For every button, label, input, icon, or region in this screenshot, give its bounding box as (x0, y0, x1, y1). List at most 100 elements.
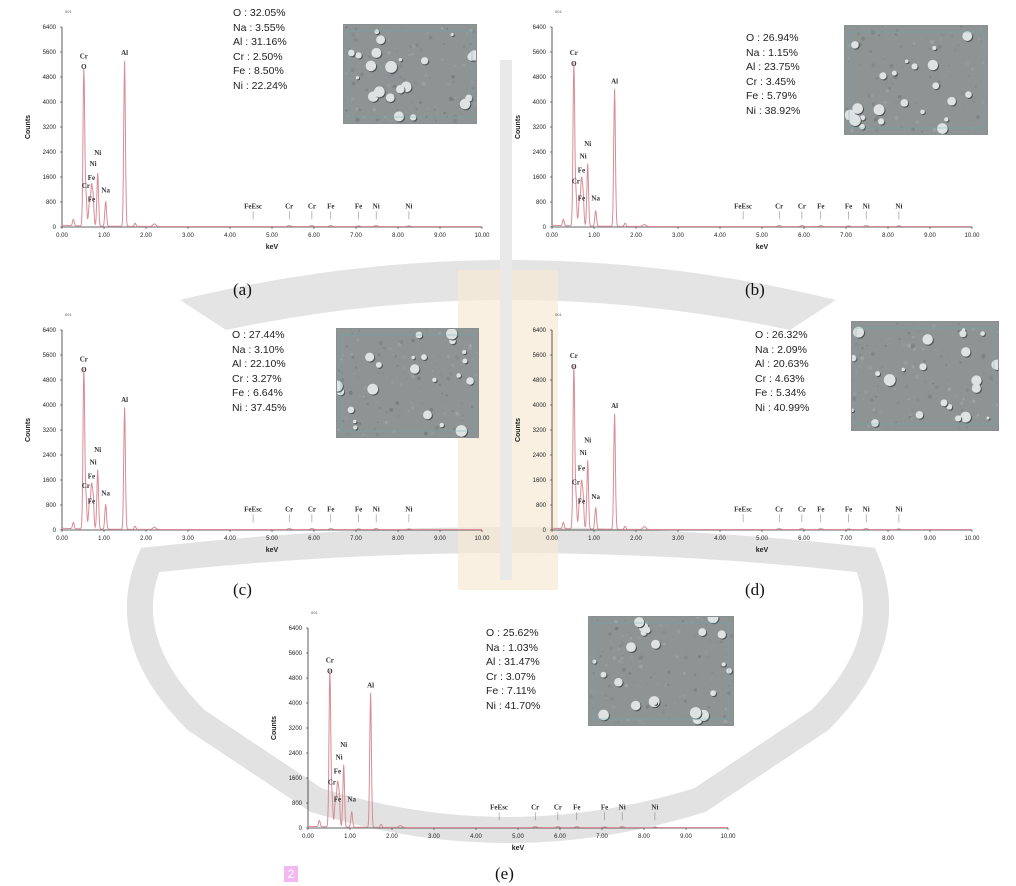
x-tick-label: 4.00 (714, 536, 726, 542)
sem-particle (947, 96, 956, 106)
sem-grain (428, 67, 432, 71)
peak-label: Fe (334, 795, 341, 803)
sem-grain (355, 80, 359, 84)
sem-grain (893, 388, 897, 391)
composition-cr: Cr : 2.50% (233, 50, 283, 63)
sem-grain (402, 355, 407, 359)
sem-grain (645, 704, 650, 709)
y-tick-label: 0 (299, 826, 303, 832)
y-tick-label: 4800 (43, 75, 57, 81)
sem-particle (643, 626, 651, 634)
peak-label: Cr (82, 182, 90, 190)
x-tick-label: 0.00 (546, 536, 558, 542)
sem-grain (902, 371, 907, 376)
sem-grain (682, 671, 686, 675)
sem-grain (377, 353, 381, 357)
sem-grain (410, 405, 415, 411)
sem-grain (421, 86, 423, 88)
sem-grain (920, 87, 923, 90)
sem-grain (444, 427, 447, 430)
sem-grain (885, 105, 888, 108)
sem-grain (697, 635, 700, 638)
sem-grain (896, 338, 899, 341)
x-tick-label: 7.00 (840, 233, 852, 239)
sem-grain (937, 324, 940, 327)
corner-label: 001 (555, 9, 562, 14)
sem-grain (475, 351, 478, 354)
sem-grain (976, 413, 980, 417)
sem-grain (384, 121, 386, 123)
sem-grain (397, 109, 399, 111)
sem-grain (608, 632, 612, 636)
eds-spectrum-chart-a: 001 0 800 1600 2400 3200 4000 4800 5600 6400 0.00 1… (25, 9, 490, 251)
peak-label: Ni (94, 446, 101, 454)
sem-grain (869, 50, 872, 53)
sem-grain (713, 701, 715, 703)
sem-grain (410, 334, 415, 339)
sem-particle (376, 35, 386, 45)
peak-label: O (571, 363, 577, 371)
sem-grain (461, 87, 463, 90)
sem-grain (886, 337, 891, 341)
eds-panel-c: 001 0 800 1600 2400 3200 4000 4800 5600 6400 0.00 1… (20, 308, 505, 570)
sem-grain (447, 62, 450, 66)
composition-list-a: O : 32.05% Na : 3.55% Al : 31.16% Cr : 2… (233, 6, 287, 94)
composition-list-c: O : 27.44% Na : 3.10% Al : 22.10% Cr : 3… (232, 328, 286, 416)
sem-grain (894, 115, 899, 121)
sem-grain (698, 655, 701, 659)
sem-grain (607, 655, 612, 659)
sem-grain (469, 42, 472, 45)
sem-grain (598, 685, 600, 687)
sem-grain (448, 359, 451, 362)
sem-grain (359, 72, 364, 77)
sem-grain (717, 623, 720, 626)
sem-scan-frame (347, 30, 473, 118)
composition-list-e: O : 25.62% Na : 1.03% Al : 31.47% Cr : 3… (486, 626, 540, 714)
sem-grain (591, 618, 596, 623)
sem-grain (852, 396, 857, 401)
sem-particle (466, 377, 474, 385)
peak-label: Fe (578, 497, 585, 505)
sem-grain (956, 65, 959, 68)
sem-grain (979, 398, 982, 401)
sem-grain (945, 378, 950, 383)
sem-grain (377, 117, 381, 121)
sem-grain (921, 345, 924, 348)
sem-grain (601, 650, 605, 653)
page-number-badge: 2 (284, 866, 298, 882)
sem-grain (677, 659, 680, 662)
sem-grain (724, 707, 727, 711)
sem-grain (888, 86, 892, 90)
sem-grain (384, 420, 388, 425)
sem-grain (852, 425, 856, 429)
peak-label: Fe (334, 767, 341, 775)
sem-grain (426, 74, 429, 77)
peak-label: Al (121, 49, 128, 57)
sem-grain (437, 331, 442, 335)
sem-grain (343, 415, 349, 421)
sem-grain (362, 395, 366, 399)
sem-grain (908, 415, 912, 419)
sem-grain (423, 431, 428, 436)
peak-label: Fe (817, 505, 824, 513)
sem-grain (382, 346, 387, 351)
sem-grain (370, 335, 372, 337)
sem-particle (717, 630, 726, 639)
sem-grain (685, 698, 687, 700)
sem-grain (376, 421, 379, 424)
peak-label: Fe (88, 195, 95, 203)
y-tick-label: 2400 (289, 751, 303, 757)
composition-o: O : 26.94% (746, 32, 799, 44)
sem-grain (947, 387, 952, 392)
spectrum-line (308, 669, 728, 828)
y-tick-label: 6400 (289, 626, 303, 632)
sem-grain (351, 81, 356, 86)
sem-grain (356, 338, 360, 342)
sem-grain (916, 83, 921, 87)
sem-grain (948, 46, 953, 51)
sem-grain (355, 28, 357, 30)
sem-grain (705, 653, 709, 657)
sem-grain (405, 377, 409, 381)
sem-particle (600, 671, 607, 678)
sem-grain (883, 100, 887, 104)
